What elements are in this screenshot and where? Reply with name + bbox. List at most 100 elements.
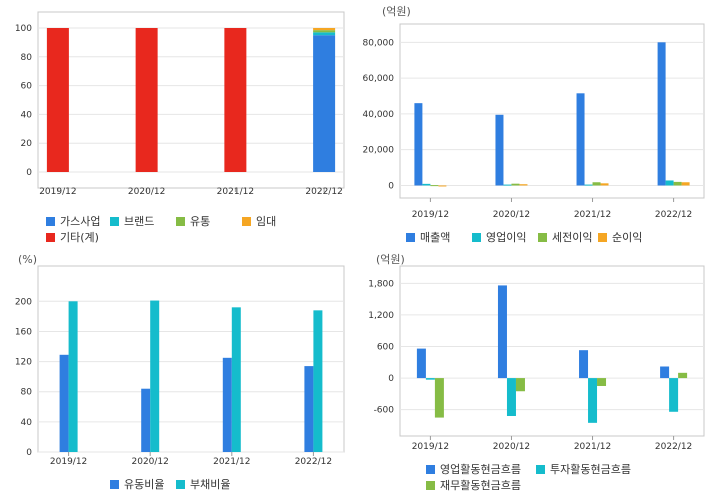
x-tick-label: 2021/12 [574, 442, 611, 452]
legend-swatch [110, 216, 119, 226]
bar [511, 183, 520, 186]
bar [506, 378, 516, 416]
cashflow-chart-panel: (억원) -600 0 600 1,200 1,800 2019/12 2020/12 202… [360, 248, 720, 496]
bar [222, 357, 232, 452]
bar [135, 28, 158, 172]
legend-item: 매출액 [406, 229, 450, 245]
legend-swatch [536, 464, 545, 474]
legend-label: 영업이익 [486, 231, 527, 244]
plot-frame [37, 11, 345, 189]
legend-item: 기타(계) [46, 229, 99, 245]
bar [665, 180, 674, 186]
legend-swatch [46, 216, 55, 226]
y-tick-label: 60,000 [363, 74, 395, 84]
bar [46, 28, 69, 172]
bar [673, 181, 682, 186]
ratio-chart: 0 40 80 120 160 200 2019/12 2020/12 2021/12 2022/… [15, 265, 345, 467]
legend-item: 브랜드 [110, 213, 154, 229]
income-legend: 매출액 영업이익 세전이익 순이익 [360, 0, 720, 248]
y-tick-label: 160 [15, 327, 32, 337]
y-tick-label: 80,000 [363, 38, 395, 48]
y-tick-label: 40 [21, 418, 33, 428]
legend-label: 임대 [256, 215, 277, 228]
bar [597, 378, 607, 386]
y-tick-label: 40,000 [363, 110, 395, 120]
x-tick-label: 2020/12 [128, 187, 165, 197]
legend-label: 매출액 [420, 231, 451, 244]
ratio-chart-panel: (%) 0 40 80 120 160 200 2019/12 2020/12 2021/12 2… [0, 248, 360, 496]
legend-swatch [176, 216, 185, 226]
legend-label: 부채비율 [190, 478, 231, 491]
legend-item: 유통 [176, 213, 210, 229]
plot-frame [37, 265, 345, 453]
bar [231, 307, 241, 452]
legend-item: 재무활동현금흐름 [426, 477, 521, 493]
x-tick-label: 2019/12 [39, 187, 76, 197]
legend-swatch [538, 232, 547, 242]
y-tick-label: 0 [26, 168, 32, 178]
y-tick-label: 0 [26, 448, 32, 458]
bar [592, 182, 601, 186]
x-tick-label: 2022/12 [655, 442, 692, 452]
bar [434, 378, 444, 418]
bar [422, 183, 431, 186]
y-tick-label: 0 [388, 374, 394, 384]
bar [313, 30, 336, 33]
legend-item: 가스사업 [46, 213, 100, 229]
legend-item: 임대 [242, 213, 276, 229]
legend-swatch [242, 216, 251, 226]
y-tick-label: 1,200 [368, 311, 394, 321]
x-tick-label: 2019/12 [412, 442, 449, 452]
bar [313, 28, 336, 31]
x-tick-label: 2022/12 [295, 457, 332, 467]
cashflow-legend: 영업활동현금흐름 투자활동현금흐름 재무활동현금흐름 [360, 248, 720, 496]
x-tick-label: 2019/12 [50, 457, 87, 467]
x-tick-label: 2020/12 [493, 210, 530, 220]
bar [657, 42, 666, 186]
y-tick-label: 100 [15, 24, 32, 34]
x-tick-label: 2019/12 [412, 210, 449, 220]
ratio-unit-label: (%) [18, 253, 38, 266]
y-tick-label: 20,000 [363, 146, 395, 156]
bar [579, 350, 589, 379]
bar [430, 185, 439, 187]
bar [600, 183, 609, 186]
y-tick-label: 40 [21, 110, 33, 120]
y-tick-label: 200 [15, 297, 32, 307]
legend-swatch [426, 464, 435, 474]
bar [576, 93, 585, 186]
bar [425, 378, 435, 380]
legend-label: 유통 [190, 215, 211, 228]
legend-item: 영업이익 [472, 229, 526, 245]
y-tick-label: -600 [374, 406, 395, 416]
composition-chart: 0 20 40 60 80 100 2019/12 2020/12 2021/12 2022/12 [15, 11, 345, 197]
legend-label: 브랜드 [124, 215, 155, 228]
y-tick-label: 80 [21, 388, 33, 398]
income-unit-label: (억원) [382, 5, 411, 18]
y-tick-label: 0 [388, 181, 394, 191]
legend-item: 부채비율 [176, 476, 230, 492]
x-tick-label: 2020/12 [493, 442, 530, 452]
legend-swatch [598, 232, 607, 242]
legend-swatch [176, 479, 185, 489]
y-tick-label: 20 [21, 139, 33, 149]
income-chart: 0 20,000 40,000 60,000 80,000 2019/12 2020/12 2… [363, 23, 705, 220]
bar [678, 372, 688, 379]
bar [497, 285, 507, 379]
legend-label: 세전이익 [552, 231, 593, 244]
plot-frame [399, 23, 705, 199]
bar [313, 32, 336, 36]
y-tick-label: 600 [377, 342, 394, 352]
bar [313, 35, 336, 173]
cashflow-chart: -600 0 600 1,200 1,800 2019/12 2020/12 2021/12 2… [368, 265, 705, 452]
bar [224, 28, 247, 172]
legend-swatch [110, 479, 119, 489]
x-tick-label: 2021/12 [217, 187, 254, 197]
y-tick-label: 80 [21, 53, 33, 63]
bar [519, 184, 528, 186]
legend-label: 영업활동현금흐름 [440, 463, 521, 476]
bar [414, 103, 423, 186]
legend-swatch [426, 480, 435, 490]
bar [313, 310, 323, 452]
income-chart-panel: (억원) 0 20,000 40,000 60,000 80,000 2019/12 202… [360, 0, 720, 248]
